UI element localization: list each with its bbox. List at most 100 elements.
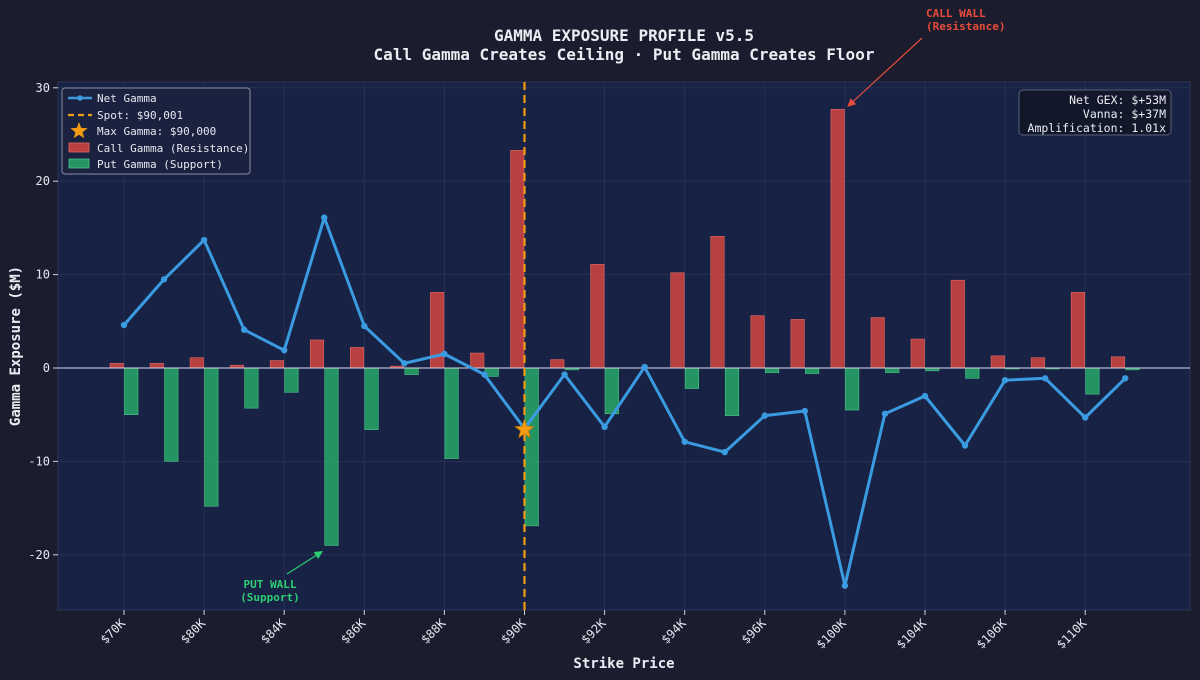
put-gamma-bar	[684, 367, 700, 389]
legend-call-gamma-label: Call Gamma (Resistance)	[97, 142, 249, 155]
call-gamma-bar	[590, 264, 605, 369]
max-gamma-star	[514, 418, 535, 439]
put-gamma-bar	[284, 367, 299, 393]
call-gamma-bar	[990, 355, 1005, 369]
put-gamma-bar	[324, 367, 339, 546]
put-gamma-bar	[764, 367, 780, 373]
put-gamma-bar	[204, 367, 219, 507]
call-gamma-bar	[830, 108, 845, 369]
legend-max-gamma-star	[70, 122, 88, 139]
bars	[109, 108, 1140, 546]
legend-call-gamma-swatch	[68, 142, 90, 153]
call-gamma-bar	[910, 338, 925, 369]
x-axis-label: Strike Price	[573, 656, 674, 672]
stats-net-gex: Net GEX: $+53M	[1069, 93, 1166, 107]
stats-amplification: Amplification: 1.01x	[1028, 121, 1167, 135]
call-gamma-bar	[109, 363, 124, 369]
y-tick-label: 20	[36, 174, 50, 188]
put-gamma-bar	[845, 367, 860, 411]
call-gamma-bar	[1110, 356, 1126, 369]
put-wall-label: PUT WALL	[244, 578, 297, 591]
legend-box	[61, 87, 251, 175]
call-gamma-bar	[870, 317, 885, 369]
put-gamma-bar	[164, 367, 179, 462]
legend-put-gamma-swatch	[68, 158, 90, 169]
net-gamma-point	[200, 236, 208, 244]
call-gamma-bar	[1070, 292, 1085, 369]
annotations: CALL WALL(Resistance) PUT WALL(Support)	[240, 7, 1005, 604]
call-gamma-bar	[950, 279, 965, 369]
put-gamma-bar	[124, 367, 139, 416]
net-gamma-line	[122, 216, 1127, 588]
call-gamma-bar	[550, 359, 565, 369]
put-wall-label: (Support)	[240, 591, 300, 604]
call-gamma-bar	[269, 360, 285, 369]
y-tick-label: -10	[28, 454, 50, 468]
net-gamma-point	[681, 438, 688, 445]
put-wall-arrow	[286, 550, 323, 575]
net-gamma-point	[921, 392, 929, 400]
net-gamma-point	[1041, 375, 1049, 382]
net-gamma-point	[881, 410, 889, 417]
call-wall-label: (Resistance)	[926, 20, 1005, 33]
net-gamma-point	[1082, 414, 1089, 421]
legend-net-gamma-label: Net Gamma	[97, 92, 157, 105]
y-tick-label: 30	[36, 81, 50, 95]
net-gamma-point	[961, 442, 969, 449]
chart-title: GAMMA EXPOSURE PROFILE v5.5	[494, 26, 754, 45]
put-gamma-bar	[805, 367, 820, 374]
net-gamma-point	[1001, 376, 1009, 384]
put-gamma-bar	[724, 367, 740, 416]
call-gamma-bar	[750, 315, 765, 369]
legend-max-gamma-label: Max Gamma: $90,000	[97, 125, 216, 138]
call-gamma-bar	[710, 236, 725, 369]
net-gamma-point	[561, 371, 568, 378]
net-gamma-point	[240, 326, 248, 333]
call-gamma-bar	[790, 319, 805, 369]
put-gamma-bar	[524, 367, 539, 527]
call-gamma-bar	[189, 357, 204, 369]
put-gamma-bar	[444, 367, 459, 459]
net-gamma-point	[841, 582, 849, 589]
stats-vanna: Vanna: $+37M	[1083, 107, 1166, 121]
stats-box: Net GEX: $+53M Vanna: $+37M Amplificatio…	[1018, 89, 1172, 136]
net-gamma-point	[281, 347, 288, 354]
y-tick-label: 10	[36, 268, 50, 282]
call-gamma-bar	[670, 272, 685, 369]
put-gamma-bar	[885, 367, 900, 373]
chart-subtitle: Call Gamma Creates Ceiling · Put Gamma C…	[374, 45, 875, 64]
y-axis-label: Gamma Exposure ($M)	[8, 266, 24, 426]
call-gamma-bar	[309, 339, 325, 369]
net-gamma-point	[481, 371, 488, 378]
call-wall-label: CALL WALL	[926, 7, 986, 20]
net-gamma-point	[321, 214, 328, 221]
put-gamma-bar	[244, 367, 259, 409]
call-gamma-bar	[1030, 357, 1045, 369]
legend-net-gamma-marker	[77, 95, 83, 101]
legend: Net Gamma Spot: $90,001 Max Gamma: $90,0…	[61, 87, 251, 175]
put-gamma-bar	[1085, 367, 1100, 395]
net-gamma-point	[721, 448, 728, 456]
put-gamma-bar	[965, 367, 980, 379]
y-tick-label: -20	[28, 548, 50, 562]
call-gamma-bar	[349, 347, 365, 369]
net-gamma-line-group	[120, 214, 1129, 589]
call-gamma-bar	[510, 150, 525, 369]
call-gamma-bar	[149, 363, 164, 369]
y-tick-label: 0	[43, 361, 50, 375]
net-gamma-point	[441, 350, 448, 358]
net-gamma-point	[641, 363, 648, 371]
net-gamma-point	[401, 360, 408, 367]
net-gamma-point	[761, 412, 768, 419]
net-gamma-point	[120, 321, 128, 329]
net-gamma-point	[361, 322, 368, 330]
net-gamma-point	[601, 423, 608, 431]
put-gamma-bar	[404, 367, 419, 375]
put-gamma-bar	[364, 367, 379, 430]
call-wall-arrow	[847, 37, 923, 107]
net-gamma-point	[1122, 375, 1129, 382]
legend-spot-label: Spot: $90,001	[97, 109, 183, 122]
legend-put-gamma-label: Put Gamma (Support)	[97, 158, 223, 171]
call-gamma-bar	[470, 352, 485, 369]
